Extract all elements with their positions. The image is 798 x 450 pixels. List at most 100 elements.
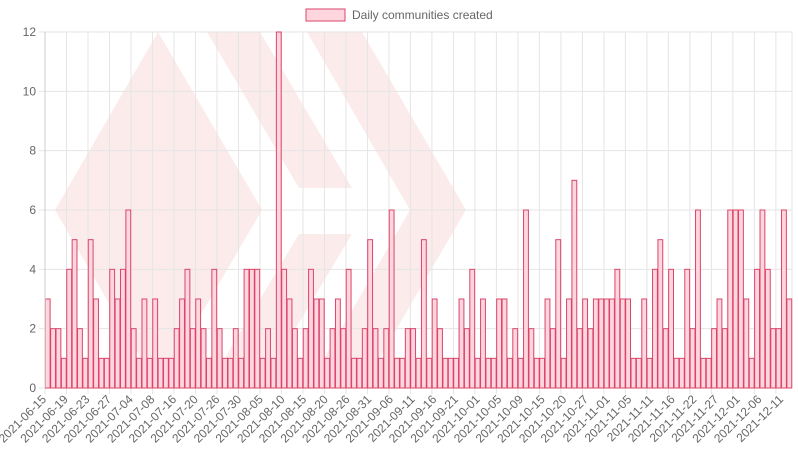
bar[interactable] (173, 328, 180, 389)
bar[interactable] (329, 328, 336, 389)
bar[interactable] (598, 298, 605, 389)
bar[interactable] (662, 328, 669, 389)
bar[interactable] (286, 298, 293, 389)
bar[interactable] (523, 209, 529, 389)
bar[interactable] (609, 298, 615, 389)
bar[interactable] (506, 357, 513, 389)
bar[interactable] (759, 209, 766, 389)
bar[interactable] (297, 357, 304, 389)
bar[interactable] (265, 328, 271, 389)
bar[interactable] (496, 298, 503, 389)
bar[interactable] (205, 357, 212, 389)
bar[interactable] (587, 328, 594, 389)
bar[interactable] (549, 328, 556, 389)
bar[interactable] (383, 328, 390, 389)
bar[interactable] (200, 328, 207, 389)
bar[interactable] (109, 268, 116, 389)
bar[interactable] (152, 298, 159, 389)
bar[interactable] (291, 328, 298, 389)
bar[interactable] (141, 298, 148, 389)
bar[interactable] (512, 328, 519, 389)
bar[interactable] (700, 357, 707, 389)
bar[interactable] (60, 357, 67, 389)
bar[interactable] (404, 328, 411, 389)
bar[interactable] (711, 328, 717, 389)
bar[interactable] (732, 209, 739, 389)
bar[interactable] (308, 268, 314, 389)
bar[interactable] (184, 268, 191, 389)
bar[interactable] (238, 357, 245, 389)
bar[interactable] (372, 328, 379, 389)
bar[interactable] (270, 357, 277, 389)
bar[interactable] (625, 298, 632, 389)
bar[interactable] (281, 268, 288, 389)
bar[interactable] (420, 239, 427, 389)
bar[interactable] (576, 328, 583, 389)
bar[interactable] (394, 357, 400, 389)
bar[interactable] (227, 357, 234, 389)
bar[interactable] (539, 357, 546, 389)
bar[interactable] (216, 328, 223, 389)
bar[interactable] (528, 328, 535, 389)
bar[interactable] (754, 268, 760, 389)
bar[interactable] (544, 298, 551, 389)
bar[interactable] (103, 357, 110, 389)
bar[interactable] (743, 298, 750, 389)
bar[interactable] (93, 298, 99, 389)
bar[interactable] (313, 298, 320, 389)
bar[interactable] (678, 357, 685, 389)
bar[interactable] (469, 268, 476, 389)
bar[interactable] (259, 357, 266, 389)
bar[interactable] (453, 357, 460, 389)
bar[interactable] (162, 357, 169, 389)
bar[interactable] (490, 357, 497, 389)
bar[interactable] (120, 268, 126, 389)
bar[interactable] (657, 239, 664, 389)
bar[interactable] (781, 209, 787, 389)
bar[interactable] (560, 357, 567, 389)
bar[interactable] (764, 268, 771, 389)
bar[interactable] (136, 357, 142, 389)
bar[interactable] (721, 328, 728, 389)
bar[interactable] (673, 357, 680, 389)
bar[interactable] (646, 357, 653, 389)
bar[interactable] (356, 357, 363, 389)
bar[interactable] (415, 357, 422, 389)
bar[interactable] (566, 298, 572, 389)
bar[interactable] (377, 357, 384, 389)
bar[interactable] (77, 328, 83, 389)
bar[interactable] (770, 328, 777, 389)
bar[interactable] (248, 268, 255, 389)
bar[interactable] (211, 268, 218, 389)
bar[interactable] (571, 179, 578, 389)
bar[interactable] (485, 357, 492, 389)
bar[interactable] (367, 239, 374, 389)
bar[interactable] (652, 268, 658, 389)
bar[interactable] (179, 298, 185, 389)
bar[interactable] (582, 298, 589, 389)
bar[interactable] (302, 328, 309, 389)
bar[interactable] (630, 357, 637, 389)
bar[interactable] (705, 357, 712, 389)
bar[interactable] (222, 357, 228, 389)
bar[interactable] (748, 357, 755, 389)
bar[interactable] (334, 298, 341, 389)
bar[interactable] (614, 268, 621, 389)
bar[interactable] (130, 328, 137, 389)
bar[interactable] (480, 298, 486, 389)
bar[interactable] (361, 328, 368, 389)
bar[interactable] (157, 357, 164, 389)
bar[interactable] (399, 357, 406, 389)
bar[interactable] (71, 239, 78, 389)
bar[interactable] (431, 298, 438, 389)
legend[interactable]: Daily communities created (305, 8, 493, 22)
bar[interactable] (533, 357, 540, 389)
bar[interactable] (684, 268, 691, 389)
bar[interactable] (442, 357, 449, 389)
bar[interactable] (66, 268, 73, 389)
bar[interactable] (716, 298, 723, 389)
bar[interactable] (189, 328, 196, 389)
bar[interactable] (426, 357, 433, 389)
bar[interactable] (125, 209, 132, 389)
bar[interactable] (501, 298, 508, 389)
